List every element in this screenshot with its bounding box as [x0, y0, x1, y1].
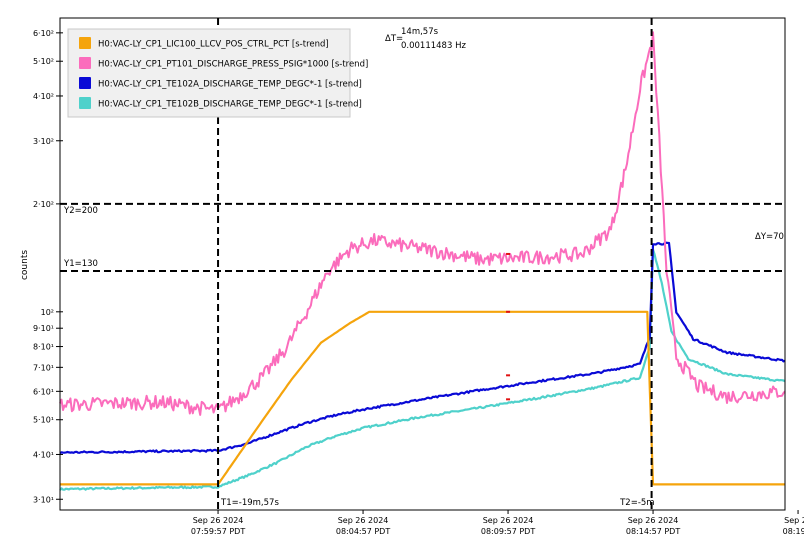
x-tick-label-time: 07:59:57 PDT — [191, 527, 245, 536]
series-layer — [59, 31, 786, 491]
legend-box — [67, 28, 351, 118]
legend-label: H0:VAC-LY_CP1_TE102B_DISCHARGE_TEMP_DEGC… — [98, 100, 362, 110]
legend-label: H0:VAC-LY_CP1_TE102A_DISCHARGE_TEMP_DEGC… — [98, 80, 362, 90]
y-tick-label: 2·10² — [33, 200, 54, 209]
y-tick-label: 9·10¹ — [33, 324, 54, 333]
x-tick-label-time: 08:04:57 PDT — [336, 527, 390, 536]
x-tick-label-date: Sep 26 2024 — [338, 516, 389, 525]
legend: H0:VAC-LY_CP1_LIC100_LLCV_POS_CTRL_PCT [… — [67, 28, 368, 118]
legend-swatch — [79, 37, 91, 49]
legend-label: H0:VAC-LY_CP1_LIC100_LLCV_POS_CTRL_PCT [… — [98, 40, 329, 50]
legend-swatch — [79, 77, 91, 89]
cursor-label-y2: Y2=200 — [63, 206, 98, 216]
delta-t-label: ΔT= — [385, 34, 403, 44]
y-axis: 6·10² 5·10² 4·10² 3·10² 2·10² 10² 9·10¹ 8·10¹ 7·… — [33, 29, 63, 504]
series-line-4 — [59, 248, 786, 491]
y-tick-label: 6·10¹ — [33, 387, 54, 396]
y-tick-label: 4·10² — [33, 92, 54, 101]
y-tick-label: 4·10¹ — [33, 450, 54, 459]
x-tick-label-date: Sep 26 2024 — [483, 516, 534, 525]
legend-swatch — [79, 97, 91, 109]
x-tick-label-date: Sep 26 — [784, 516, 804, 525]
legend-label: H0:VAC-LY_CP1_PT101_DISCHARGE_PRESS_PSIG… — [98, 60, 368, 70]
x-tick-label-time: 08:14:57 PDT — [626, 527, 680, 536]
cursor-label-t1: T1=-19m,57s — [220, 498, 279, 508]
cursor-label-t2: T2=-5m — [619, 498, 654, 508]
y-tick-label: 3·10² — [33, 137, 54, 146]
y-tick-label: 5·10² — [33, 57, 54, 66]
x-axis: Sep 26 2024 07:59:57 PDT Sep 26 2024 08:04:… — [191, 510, 804, 536]
delta-t-value: 14m,57s — [401, 27, 439, 37]
series-line-1 — [60, 310, 785, 486]
x-tick-label-date: Sep 26 2024 — [628, 516, 679, 525]
y-tick-label: 10² — [41, 308, 54, 317]
x-tick-label-time: 08:19:5 — [783, 527, 804, 536]
delta-t-frequency: 0.00111483 Hz — [401, 41, 466, 51]
y-tick-label: 8·10¹ — [33, 343, 54, 352]
x-tick-label-date: Sep 26 2024 — [193, 516, 244, 525]
y-tick-label: 6·10² — [33, 29, 54, 38]
cursor-layer[interactable]: T1=-19m,57s T2=-5m Y2=200 Y1=130 — [60, 18, 785, 510]
legend-swatch — [79, 57, 91, 69]
plot-frame — [59, 17, 786, 511]
series-line-2 — [59, 31, 786, 416]
y-axis-label: counts — [20, 250, 30, 280]
x-tick-label-time: 08:09:57 PDT — [481, 527, 535, 536]
y-tick-label: 7·10¹ — [33, 363, 54, 372]
delta-y-label: ΔY=70 — [755, 232, 784, 242]
y-tick-label: 3·10¹ — [33, 495, 54, 504]
cursor-label-y1: Y1=130 — [63, 259, 98, 269]
y-tick-label: 5·10¹ — [33, 416, 54, 425]
